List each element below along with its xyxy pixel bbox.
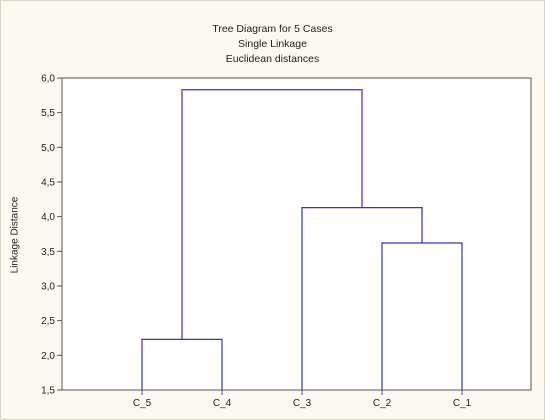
x-axis: C_5 C_4 C_3 C_2 C_1 — [133, 390, 472, 409]
chart-title: Tree Diagram for 5 Cases — [212, 23, 333, 35]
y-tick-label: 3,0 — [41, 282, 55, 293]
y-tick-label: 5,5 — [41, 108, 55, 119]
y-tick-label: 4,5 — [41, 178, 55, 189]
y-tick-label: 2,0 — [41, 351, 55, 362]
dendrogram-links — [141, 89, 463, 390]
leaf-label-c-1: C_1 — [453, 398, 472, 409]
chart-titles: Tree Diagram for 5 Cases Single Linkage … — [0, 22, 545, 67]
leaf-label-c-4: C_4 — [213, 398, 232, 409]
leaf-label-c-3: C_3 — [293, 398, 312, 409]
leaf-label-c-2: C_2 — [373, 398, 392, 409]
plot-area — [61, 77, 532, 391]
dendrogram-link-1 — [141, 338, 223, 390]
chart-subtitle: Single Linkage — [238, 38, 307, 50]
dendrogram-link-4 — [181, 89, 363, 340]
leaf-label-c-5: C_5 — [133, 398, 152, 409]
y-tick-label: 2,5 — [41, 316, 55, 327]
y-tick-label: 5,0 — [41, 143, 55, 154]
y-tick-label: 3,5 — [41, 247, 55, 258]
chart-subtitle-2: Euclidean distances — [225, 53, 320, 65]
y-tick-label: 4,0 — [41, 212, 55, 223]
y-axis: 1,5 2,0 2,5 3,0 3,5 4,0 4,5 5,0 5,5 6,0 — [41, 74, 62, 397]
y-tick-label: 1,5 — [41, 386, 55, 397]
y-tick-label: 6,0 — [41, 74, 55, 85]
